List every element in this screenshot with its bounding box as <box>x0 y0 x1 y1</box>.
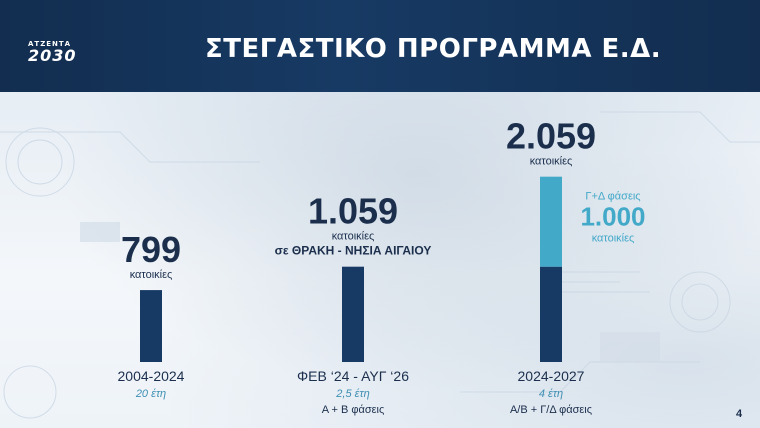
page-title: ΣΤΕΓΑΣΤΙΚΟ ΠΡΟΓΡΑΜΜΑ Ε.Δ. <box>205 34 662 64</box>
logo-top-text: ΑΤΖΕΝΤΑ <box>28 40 72 48</box>
stack-phase-label: Γ+Δ φάσεις <box>585 191 640 203</box>
category-label-2: 2024-2027 <box>518 368 585 384</box>
phase-label-2: Α/Β + Γ/Δ φάσεις <box>510 404 592 416</box>
duration-label-0: 20 έτη <box>135 388 166 400</box>
category-label-0: 2004-2024 <box>118 368 185 384</box>
value-label-1: 1.059 <box>308 191 398 232</box>
bar-stack-top-2 <box>540 176 562 267</box>
bar-1 <box>342 266 364 362</box>
agenda-2030-logo: ΑΤΖΕΝΤΑ 2030 <box>28 40 88 68</box>
background-decoration <box>0 111 760 419</box>
stack-unit-label: κατοικίες <box>592 233 635 245</box>
phase-label-1: Α + Β φάσεις <box>322 404 385 416</box>
duration-label-1: 2,5 έτη <box>335 388 369 400</box>
value-label-2: 2.059 <box>506 116 596 157</box>
stack-value-label: 1.000 <box>580 202 645 232</box>
duration-label-2: 4 έτη <box>539 388 563 400</box>
bar-0 <box>140 290 162 362</box>
category-label-1: ΦΕΒ ‘24 - ΑΥΓ ‘26 <box>297 368 409 384</box>
page-number: 4 <box>736 408 743 420</box>
unit-label-1: κατοικίες <box>332 231 375 243</box>
extra-label-1: σε ΘΡΑΚΗ - ΝΗΣΙΑ ΑΙΓΑΙΟΥ <box>275 244 432 258</box>
header-bar: ΑΤΖΕΝΤΑ 2030 ΣΤΕΓΑΣΤΙΚΟ ΠΡΟΓΡΑΜΜΑ Ε.Δ. <box>0 0 760 92</box>
value-label-0: 799 <box>121 229 181 270</box>
unit-label-0: κατοικίες <box>130 269 173 281</box>
background-image <box>0 92 760 428</box>
unit-label-2: κατοικίες <box>530 156 573 168</box>
bar-base-2 <box>540 266 562 362</box>
logo-main-text: 2030 <box>28 46 77 65</box>
